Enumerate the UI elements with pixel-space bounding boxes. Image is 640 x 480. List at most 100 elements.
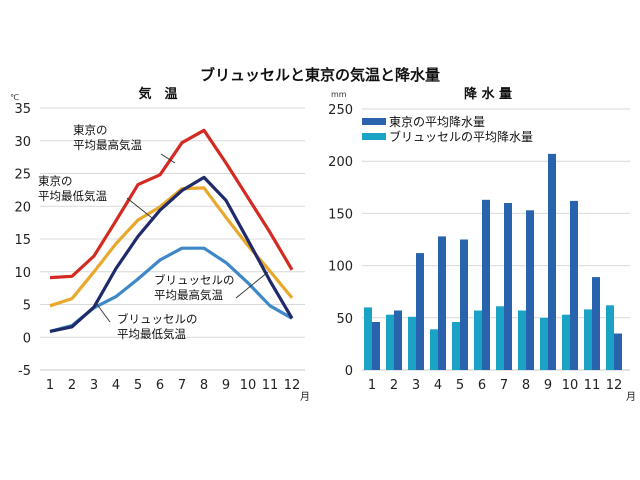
- temperature-x-tick-label: 1: [46, 378, 54, 393]
- precipitation-bar: [430, 329, 438, 370]
- legend-label: 東京の平均降水量: [389, 115, 485, 129]
- precipitation-x-tick-label: 3: [412, 378, 420, 393]
- figure-title: ブリュッセルと東京の気温と降水量: [200, 66, 440, 84]
- temperature-lines: [49, 128, 294, 333]
- legend-swatch: [362, 118, 386, 125]
- temperature-y-tick-label: 15: [14, 233, 31, 248]
- precipitation-bar: [584, 309, 592, 370]
- temperature-x-tick-label: 3: [90, 378, 98, 393]
- precipitation-x-tick-label: 8: [522, 378, 530, 393]
- temperature-annotation-leader: [160, 153, 176, 164]
- precipitation-chart-title: 降 水 量: [464, 86, 512, 102]
- temperature-annotation-text: 東京の: [73, 123, 108, 137]
- temperature-annotation-leader: [126, 197, 153, 219]
- precipitation-y-tick-label: 50: [336, 312, 353, 327]
- precipitation-x-tick-label: 7: [500, 378, 508, 393]
- temperature-y-tick-label: 35: [14, 102, 31, 117]
- temperature-gridlines: [40, 107, 305, 371]
- temperature-x-tick-label: 5: [134, 378, 142, 393]
- precipitation-bar: [614, 333, 622, 370]
- legend-label: ブリュッセルの平均降水量: [389, 129, 533, 144]
- temperature-y-tick-label: 30: [14, 135, 31, 150]
- temperature-annotation-leader: [235, 271, 269, 299]
- precipitation-bar: [460, 239, 468, 370]
- temperature-annotation-text: ブリュッセルの: [154, 273, 235, 287]
- temperature-x-tick-label: 8: [200, 378, 208, 393]
- temperature-y-tick-label: 10: [14, 266, 31, 281]
- precipitation-bar: [482, 199, 490, 370]
- temperature-y-tick-label: 0: [23, 331, 31, 346]
- precipitation-bar: [386, 314, 394, 370]
- precipitation-bar: [540, 317, 548, 370]
- precipitation-bar: [496, 306, 504, 370]
- precipitation-bar: [452, 322, 460, 370]
- precipitation-x-tick-label: 1: [368, 378, 376, 393]
- precipitation-bar: [474, 310, 482, 370]
- temperature-y-tick-label: 20: [14, 200, 31, 215]
- precipitation-y-tick-label: 100: [328, 260, 353, 275]
- precipitation-bar: [438, 236, 446, 370]
- precipitation-x-tick-label: 5: [456, 378, 464, 393]
- temperature-y-ticks: 35 30 25 20 15 10 5 0 -5: [14, 102, 31, 379]
- temperature-annotation-text: 平均最高気温: [154, 288, 223, 302]
- precipitation-x-tick-label: 11: [584, 378, 601, 393]
- temperature-series-line: [49, 175, 294, 333]
- precipitation-bar: [570, 200, 578, 370]
- temperature-annotation-text: 平均最低気温: [38, 189, 107, 203]
- precipitation-x-tick-label: 6: [478, 378, 486, 393]
- temperature-x-tick-label: 7: [178, 378, 186, 393]
- precipitation-bar: [372, 322, 380, 370]
- precipitation-y-ticks: 250 200 150 100 50 0: [328, 103, 353, 379]
- temperature-annotation-text: ブリュッセルの: [117, 312, 198, 326]
- temperature-y-tick-label: 25: [14, 168, 31, 183]
- temperature-y-tick-label: 5: [23, 299, 31, 314]
- precipitation-x-ticks: 1 2 3 4 5 6 7 8 9 10 11 12: [368, 378, 622, 393]
- temperature-x-unit: 月: [300, 391, 310, 403]
- temperature-x-tick-label: 4: [112, 378, 120, 393]
- legend-swatch: [362, 133, 386, 140]
- temperature-annotation-leader: [95, 302, 111, 323]
- precipitation-bar: [592, 277, 600, 370]
- temperature-x-tick-label: 6: [156, 378, 164, 393]
- precipitation-x-tick-label: 10: [562, 378, 579, 393]
- temperature-x-tick-label: 9: [222, 378, 230, 393]
- precipitation-bar: [416, 253, 424, 370]
- precipitation-bar: [526, 210, 534, 370]
- precipitation-y-unit: mm: [331, 90, 347, 99]
- precipitation-bar: [394, 310, 402, 370]
- temperature-annotation-text: 平均最高気温: [73, 138, 142, 152]
- precipitation-x-tick-label: 4: [434, 378, 442, 393]
- precipitation-x-tick-label: 2: [390, 378, 398, 393]
- temperature-chart-title: 気 温: [138, 86, 177, 102]
- temperature-x-tick-label: 2: [68, 378, 76, 393]
- precipitation-x-tick-label: 12: [606, 378, 623, 393]
- precipitation-bar: [408, 316, 416, 370]
- precipitation-bar: [548, 153, 556, 370]
- precipitation-bar: [364, 307, 372, 370]
- temperature-x-tick-label: 10: [240, 378, 257, 393]
- temperature-y-unit: ℃: [10, 93, 19, 102]
- temperature-annotation-text: 平均最低気温: [117, 327, 186, 341]
- temperature-series-line: [49, 128, 294, 280]
- precipitation-y-tick-label: 0: [345, 364, 353, 379]
- precipitation-x-tick-label: 9: [544, 378, 552, 393]
- precipitation-bar: [562, 314, 570, 370]
- precipitation-x-unit: 月: [626, 391, 636, 403]
- temperature-x-tick-label: 11: [262, 378, 279, 393]
- temperature-y-tick-label: -5: [18, 364, 31, 379]
- precipitation-y-tick-label: 250: [328, 103, 353, 118]
- temperature-annotation-text: 東京の: [38, 174, 73, 188]
- precipitation-bar: [606, 305, 614, 370]
- precipitation-y-tick-label: 150: [328, 207, 353, 222]
- precipitation-bar: [518, 310, 526, 370]
- precipitation-bar: [504, 203, 512, 370]
- temperature-annotations: 東京の平均最高気温東京の平均最低気温ブリュッセルの平均最高気温ブリュッセルの平均…: [38, 123, 269, 341]
- temperature-x-ticks: 1 2 3 4 5 6 7 8 9 10 11 12: [46, 378, 300, 393]
- temperature-x-tick-label: 12: [284, 378, 301, 393]
- precipitation-y-tick-label: 200: [328, 155, 353, 170]
- precipitation-bars: [364, 153, 622, 370]
